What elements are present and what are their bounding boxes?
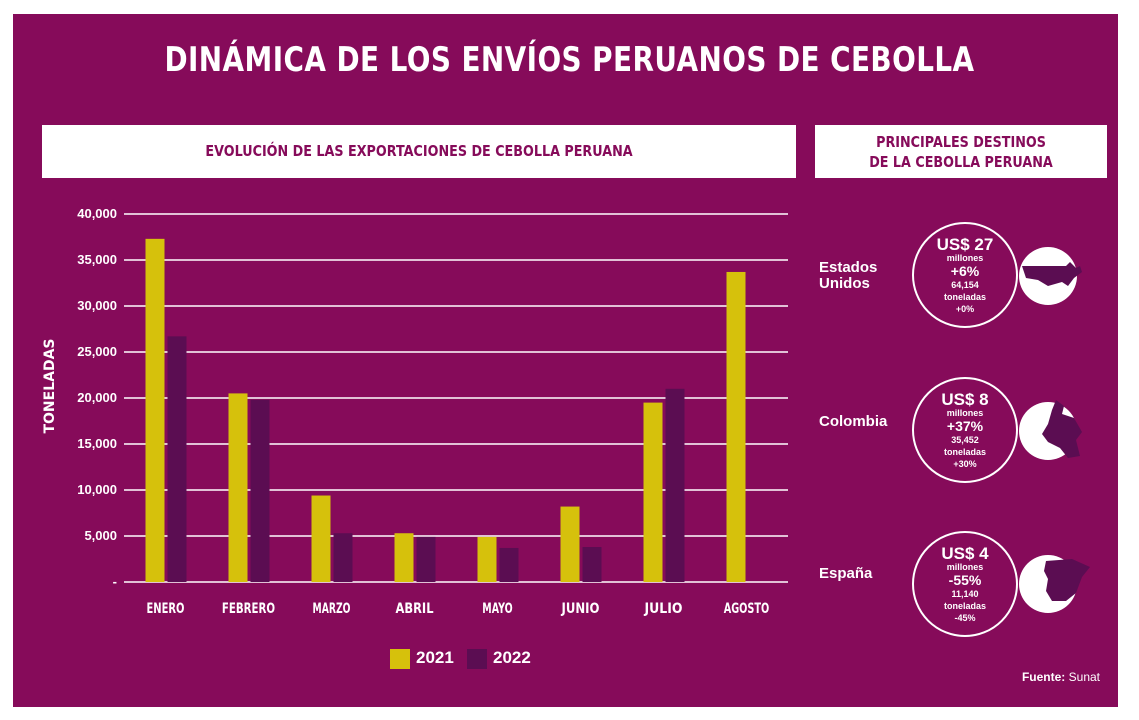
x-tick-label: MAYO (482, 601, 512, 617)
country-name-line: Unidos (819, 275, 870, 292)
y-tick-label: 25,000 (77, 344, 117, 359)
bar-2022-febrero (250, 399, 270, 582)
bar-2022-enero (167, 336, 187, 582)
tons-value: 35,452 (951, 435, 979, 445)
usa-map-icon (1019, 247, 1082, 305)
bar-2021-agosto (726, 271, 746, 582)
bar-2021-julio (643, 402, 663, 582)
value-amount: US$ 4 (941, 544, 989, 563)
tons-change: -45% (954, 613, 976, 623)
legend-item-2021: 2021 (390, 648, 454, 669)
destinations-header: PRINCIPALES DESTINOS DE LA CEBOLLA PERUA… (815, 125, 1107, 178)
bar-2022-abril (416, 536, 436, 582)
y-tick-label: - (113, 574, 117, 589)
bar-2021-mayo (477, 536, 497, 582)
tons-unit: toneladas (943, 292, 986, 302)
x-tick-label: ABRIL (396, 601, 434, 617)
y-tick-label: 5,000 (84, 528, 117, 543)
page-title: DINÁMICA DE LOS ENVÍOS PERUANOS DE CEBOL… (164, 40, 975, 80)
x-tick-label: JUNIO (561, 601, 600, 617)
y-tick-label: 40,000 (77, 206, 117, 221)
country-name-line: España (819, 565, 873, 582)
source-value: Sunat (1068, 670, 1100, 684)
x-tick-label: FEBRERO (222, 601, 275, 617)
tons-change: +30% (953, 459, 977, 469)
legend-label-2022: 2022 (493, 648, 531, 667)
country-label-spain: España (819, 566, 872, 582)
bar-2021-junio (560, 506, 580, 582)
y-axis-label: TONELADAS (42, 338, 58, 433)
bar-2022-marzo (333, 533, 353, 582)
chart-header: EVOLUCIÓN DE LAS EXPORTACIONES DE CEBOLL… (42, 125, 796, 178)
bar-2021-febrero (228, 393, 248, 582)
value-change: +37% (946, 418, 984, 434)
destination-stat-circle-spain: US$ 4 millones -55% 11,140 toneladas -45… (912, 531, 1018, 637)
source-note: Fuente: Sunat (1022, 670, 1100, 684)
legend-item-2022: 2022 (467, 648, 531, 669)
bar-2022-junio (582, 547, 602, 582)
destinations-header-line-1: PRINCIPALES DESTINOS (876, 133, 1046, 151)
bar-2021-enero (145, 238, 165, 582)
tons-unit: toneladas (943, 601, 986, 611)
y-tick-label: 10,000 (77, 482, 117, 497)
value-unit: millones (946, 408, 984, 418)
tons-value: 64,154 (951, 280, 979, 290)
legend-swatch-2022 (467, 648, 487, 669)
bar-2021-abril (394, 533, 414, 582)
destination-stat-circle-colombia: US$ 8 millones +37% 35,452 toneladas +30… (912, 377, 1018, 483)
value-unit: millones (946, 253, 984, 263)
destination-stat-circle-usa: US$ 27 millones +6% 64,154 toneladas +0% (912, 222, 1018, 328)
country-name-line: Colombia (819, 413, 888, 430)
bar-2022-mayo (499, 547, 519, 582)
tons-unit: toneladas (943, 447, 986, 457)
chart-header-text: EVOLUCIÓN DE LAS EXPORTACIONES DE CEBOLL… (205, 142, 633, 160)
value-change: +6% (950, 263, 980, 279)
y-tick-label: 35,000 (77, 252, 117, 267)
source-label: Fuente: (1021, 670, 1066, 684)
country-label-colombia: Colombia (819, 414, 887, 430)
value-change: -55% (948, 572, 982, 588)
bar-2022-julio (665, 388, 685, 582)
colombia-map-icon (1019, 400, 1082, 460)
value-amount: US$ 8 (941, 390, 989, 409)
bar-2021-marzo (311, 495, 331, 582)
y-tick-label: 30,000 (77, 298, 117, 313)
spain-map-icon (1019, 555, 1090, 613)
tons-change: +0% (955, 304, 975, 314)
y-tick-label: 15,000 (77, 436, 117, 451)
legend-label-2021: 2021 (416, 648, 454, 667)
tons-value: 11,140 (951, 589, 979, 599)
value-unit: millones (946, 562, 984, 572)
legend-swatch-2021 (390, 648, 410, 669)
x-tick-label: ENERO (147, 601, 185, 617)
x-tick-label: AGOSTO (724, 601, 770, 617)
x-tick-label: JULIO (644, 601, 683, 617)
y-tick-label: 20,000 (77, 390, 117, 405)
value-amount: US$ 27 (936, 235, 994, 254)
country-label-usa: Estados Unidos (819, 260, 877, 292)
destinations-header-line-2: DE LA CEBOLLA PERUANA (869, 153, 1053, 171)
country-name-line: Estados (819, 259, 878, 276)
x-tick-label: MARZO (313, 601, 351, 617)
